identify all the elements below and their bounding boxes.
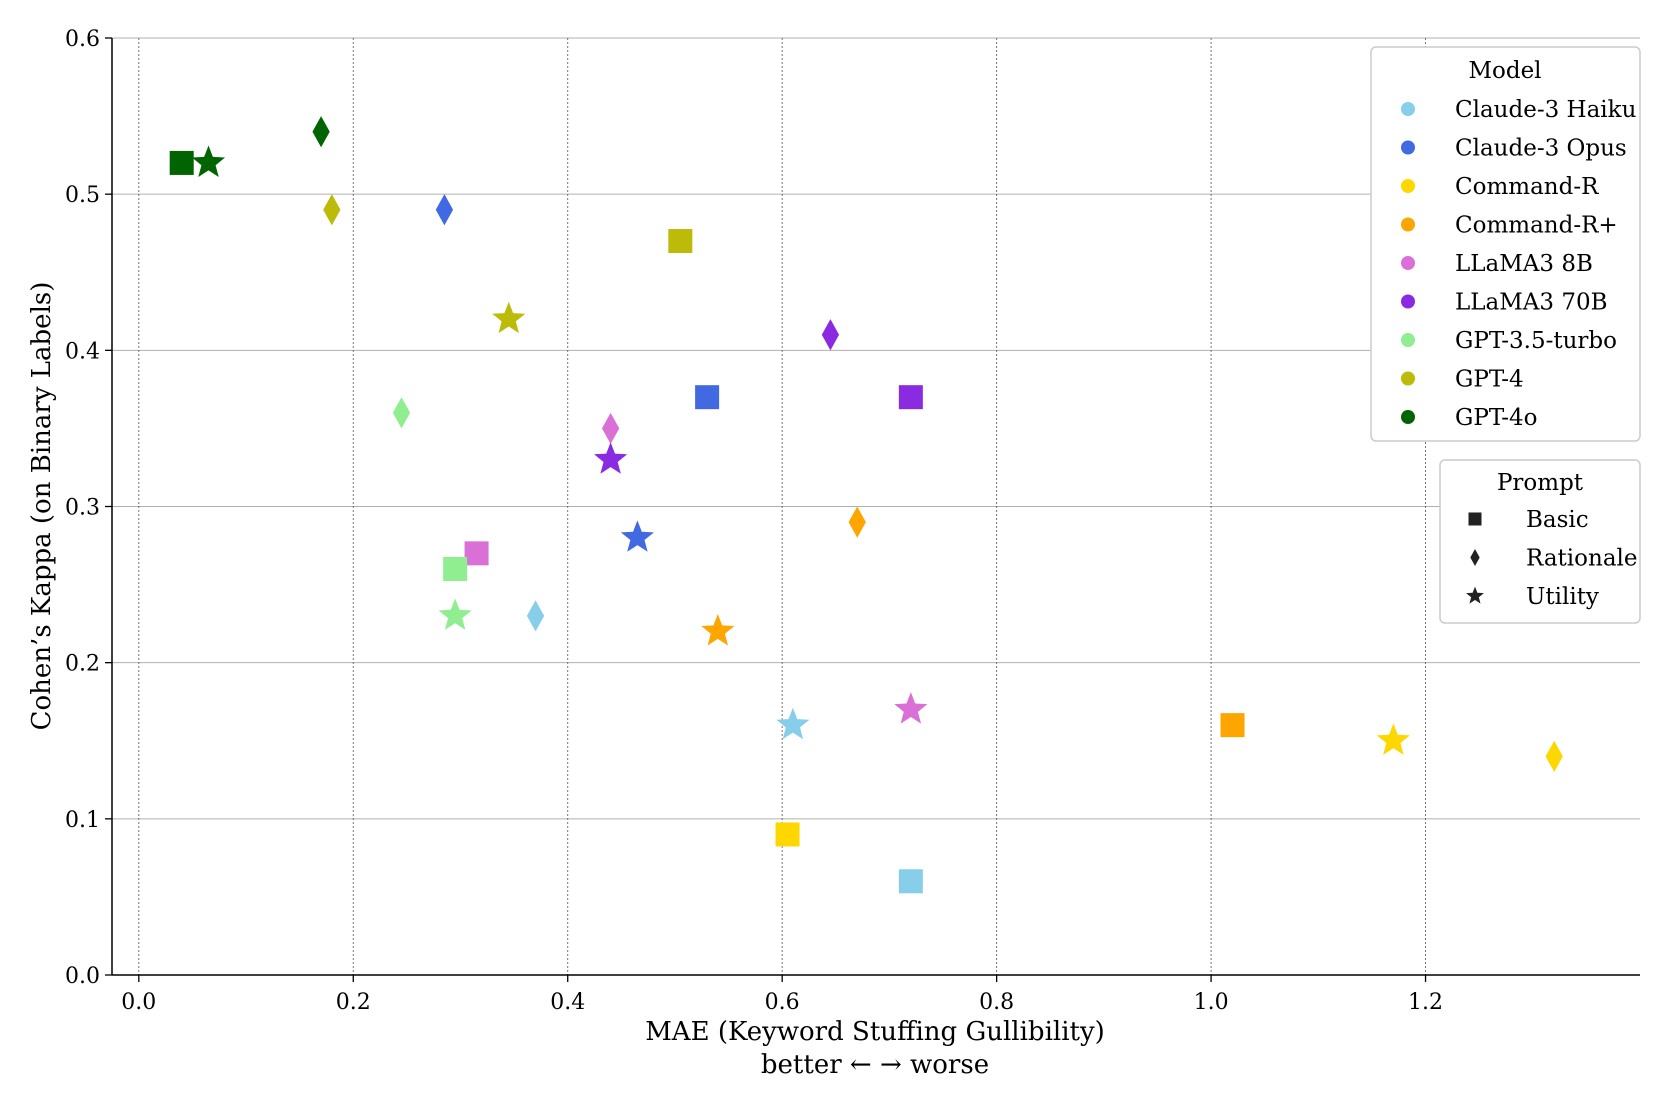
- point-claude-3-opus-rationale: [435, 194, 454, 226]
- point-llama3-8b-utility: [894, 692, 928, 724]
- legend-model-frame: [1370, 46, 1641, 442]
- legend-model-swatch: [1401, 333, 1415, 347]
- y-axis-label: Cohen’s Kappa (on Binary Labels): [27, 282, 57, 731]
- legend-prompt-frame: [1439, 459, 1641, 624]
- y-tick-label: 0.0: [65, 964, 100, 989]
- point-llama3-70b-utility: [594, 442, 628, 474]
- x-tick-label: 1.0: [1194, 990, 1229, 1015]
- y-tick-label: 0.3: [65, 496, 100, 521]
- point-gpt-4o-utility: [191, 145, 226, 178]
- x-axis-sublabel: better ← → worse: [761, 1050, 989, 1080]
- point-command-r-basic: [775, 822, 800, 847]
- x-tick-label: 0.6: [765, 990, 800, 1015]
- point-llama3-8b-rationale: [601, 412, 620, 445]
- legend-model-swatch: [1401, 179, 1415, 193]
- legend-model-swatch: [1401, 140, 1415, 155]
- legend-prompt-title: Prompt: [1497, 470, 1584, 496]
- legend-model-swatch: [1401, 217, 1415, 232]
- point-command-r-rationale: [1545, 740, 1563, 772]
- legend-model-title: Model: [1468, 58, 1541, 84]
- legend-model-label: Claude-3 Haiku: [1455, 97, 1636, 123]
- legend-model-label: Claude-3 Opus: [1455, 136, 1627, 162]
- x-tick-label: 0.8: [979, 990, 1014, 1015]
- legend-prompt-label: Basic: [1526, 507, 1589, 533]
- y-tick-label: 0.2: [65, 652, 100, 677]
- legend-model-swatch: [1401, 410, 1415, 424]
- legend-model-label: LLaMA3 8B: [1455, 251, 1593, 277]
- axes: 0.0 0.1 0.2 0.3 0.4 0.5 0.6 0.0 0.2 0.4 0.6 0.8 1.0 1…: [65, 27, 1640, 1015]
- point-claude-3-opus-basic: [695, 385, 720, 410]
- x-tick-label: 0.4: [550, 990, 585, 1015]
- legend-prompt-label: Utility: [1526, 584, 1599, 610]
- point-gpt-4-utility: [492, 301, 526, 334]
- point-gpt-3-5-turbo-rationale: [392, 397, 411, 429]
- y-tick-label: 0.5: [65, 183, 100, 208]
- legend-model-swatch: [1401, 102, 1415, 116]
- point-claude-3-opus-utility: [620, 520, 654, 552]
- point-gpt-4-rationale: [323, 194, 341, 226]
- legend-model-swatch: [1401, 294, 1415, 309]
- x-tick-label: 0.2: [336, 990, 371, 1015]
- legend-model-label: Command-R: [1455, 174, 1599, 200]
- point-command-r--utility: [701, 614, 735, 646]
- point-claude-3-haiku-utility: [776, 707, 810, 740]
- point-command-r-utility: [1376, 723, 1410, 755]
- x-tick-label: 1.2: [1408, 990, 1443, 1015]
- x-axis-label: MAE (Keyword Stuffing Gullibility): [645, 1017, 1105, 1047]
- point-claude-3-haiku-rationale: [526, 600, 545, 632]
- legend-model-label: GPT-4o: [1455, 405, 1537, 431]
- data-points: [169, 116, 1563, 894]
- y-tick-label: 0.1: [65, 808, 100, 833]
- legend-model-swatch: [1401, 371, 1415, 386]
- legend-prompt-label: Rationale: [1526, 546, 1638, 572]
- grid: [112, 37, 1640, 976]
- x-tick-label: 0.0: [121, 990, 156, 1015]
- point-llama3-8b-basic: [464, 541, 489, 566]
- point-gpt-4o-basic: [169, 150, 194, 175]
- legend-model-label: Command-R+: [1455, 213, 1618, 239]
- point-command-r--rationale: [848, 506, 866, 538]
- point-claude-3-haiku-basic: [898, 869, 923, 894]
- legend-prompt-swatch: [1468, 512, 1482, 526]
- point-gpt-3-5-turbo-utility: [438, 598, 472, 630]
- point-gpt-3-5-turbo-basic: [443, 556, 468, 581]
- point-llama3-70b-basic: [898, 385, 923, 410]
- y-tick-label: 0.4: [65, 339, 100, 364]
- legend-model-label: GPT-4: [1455, 367, 1524, 393]
- point-command-r--basic: [1220, 713, 1245, 738]
- legend-model-swatch: [1401, 256, 1415, 270]
- legend-prompt-swatch: [1470, 549, 1480, 566]
- y-tick-label: 0.6: [65, 27, 100, 52]
- legend-prompt: Prompt Basic Rationale Utility: [1439, 459, 1641, 624]
- legend-prompt-swatch: [1466, 586, 1484, 604]
- point-llama3-70b-rationale: [821, 319, 840, 351]
- point-gpt-4o-rationale: [312, 116, 330, 148]
- legend-model: Model Claude-3 Haiku Claude-3 Opus Command…: [1370, 46, 1641, 442]
- legend-model-label: GPT-3.5-turbo: [1455, 328, 1617, 354]
- point-gpt-4-basic: [668, 229, 693, 254]
- legend-model-label: LLaMA3 70B: [1455, 290, 1608, 316]
